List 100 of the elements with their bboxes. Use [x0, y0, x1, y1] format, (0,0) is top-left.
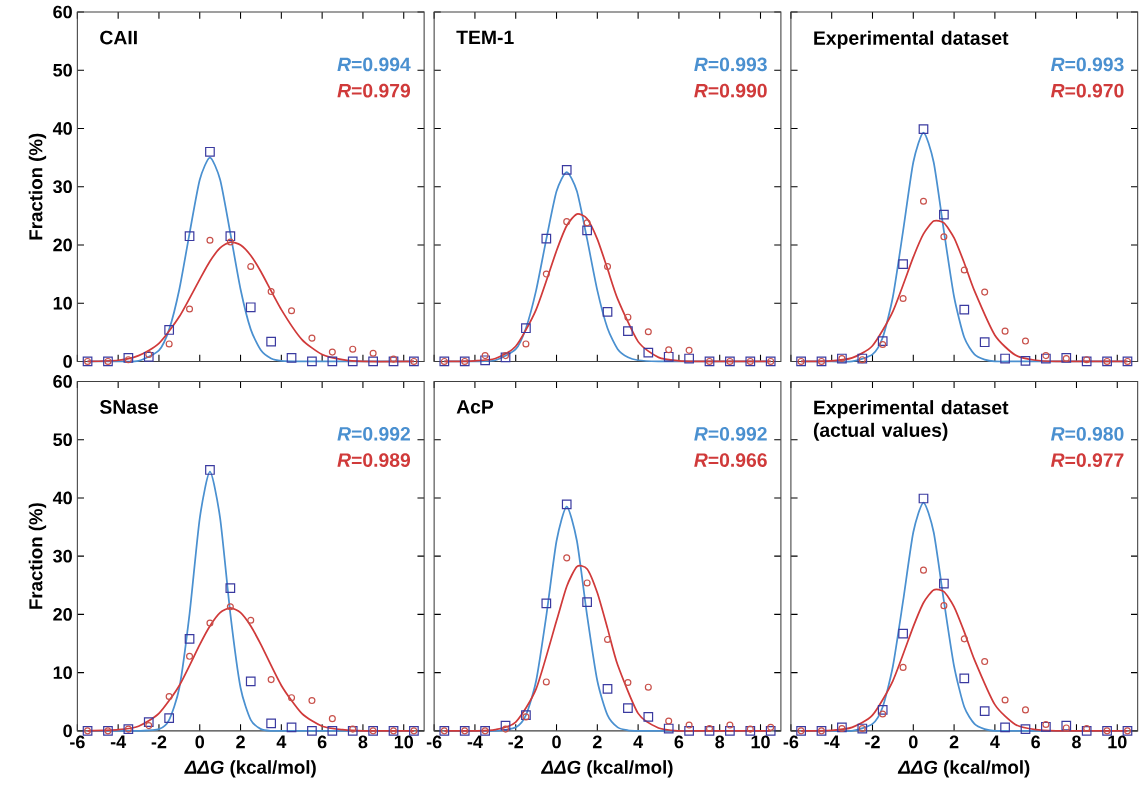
point: [643, 711, 654, 722]
point: [1001, 696, 1009, 704]
point: [563, 554, 571, 562]
point: [307, 725, 317, 736]
x-tick-label: -4: [110, 735, 127, 748]
point: [725, 725, 735, 736]
y-tick-label: 60: [53, 374, 72, 388]
point: [959, 673, 970, 684]
point: [899, 294, 907, 302]
x-tick-label: 4: [990, 735, 1000, 748]
point: [877, 336, 888, 346]
point: [206, 619, 214, 627]
y-tick-label: 30: [53, 180, 72, 193]
annotation: R=0.994: [337, 57, 411, 72]
point: [1041, 353, 1051, 364]
point: [685, 346, 693, 354]
point: [1021, 706, 1030, 714]
point: [918, 493, 929, 504]
point: [288, 307, 296, 315]
point: [145, 350, 153, 358]
point: [522, 340, 530, 348]
point: [308, 696, 316, 705]
text: TEM-1: [456, 30, 514, 44]
point: [919, 197, 928, 205]
y-tick-label: 10: [53, 666, 72, 679]
x-tick-label: 4: [276, 735, 287, 748]
point: [205, 146, 215, 157]
point: [899, 663, 907, 671]
point: [245, 302, 256, 313]
x-tick-label: 8: [1072, 735, 1081, 749]
point: [765, 725, 776, 736]
annotation: R=0.989: [337, 453, 411, 467]
annotation: R=0.992: [694, 426, 767, 441]
point: [1041, 721, 1051, 732]
point: [767, 723, 775, 731]
point: [307, 356, 317, 367]
point: [960, 266, 968, 274]
annotation: R=0.980: [1050, 426, 1124, 441]
text: Experimental dataset (actual values): [813, 400, 1009, 441]
point: [602, 306, 613, 317]
x-axis-title: ΔΔG (kcal/mol): [184, 760, 316, 778]
point: [327, 356, 338, 367]
x-axis-title: ΔΔG (kcal/mol): [897, 760, 1030, 778]
y-axis-title: Fraction (%): [28, 503, 47, 609]
x-tick-label: 2: [949, 735, 959, 749]
annotation: R=0.966: [694, 453, 767, 467]
x-tick-label: 0: [909, 735, 918, 749]
y-axis-title: Fraction (%): [28, 133, 47, 240]
point: [726, 721, 734, 729]
y-tick-label: 40: [52, 121, 72, 135]
point: [879, 710, 887, 718]
point: [226, 238, 234, 246]
point: [481, 351, 489, 360]
point: [184, 633, 195, 644]
point: [981, 288, 989, 296]
point: [143, 717, 154, 727]
annotation: R=0.990: [694, 83, 767, 98]
point: [541, 233, 552, 244]
x-tick-label: -2: [508, 735, 523, 749]
text: SNase: [99, 400, 158, 414]
annotation: R=0.977: [1050, 453, 1124, 467]
point: [624, 313, 632, 321]
point: [602, 683, 613, 694]
point: [164, 713, 175, 723]
point: [684, 725, 694, 736]
point: [347, 356, 358, 367]
point: [879, 340, 887, 348]
annotation: R=0.993: [1050, 57, 1124, 72]
point: [226, 603, 234, 611]
y-tick-label: 10: [53, 296, 72, 310]
y-tick-label: 60: [53, 5, 72, 19]
point: [877, 704, 888, 715]
point: [349, 345, 357, 353]
point: [1000, 353, 1010, 364]
point: [582, 597, 592, 607]
point: [247, 262, 255, 270]
point: [245, 676, 256, 687]
point: [1083, 724, 1091, 732]
y-tick-label: 20: [53, 607, 72, 621]
point: [165, 340, 173, 348]
point: [308, 334, 316, 342]
x-tick-label: 10: [751, 735, 770, 749]
point: [328, 348, 336, 356]
point: [123, 352, 134, 363]
line-series: [86, 241, 415, 363]
point: [266, 718, 277, 729]
point: [583, 219, 591, 227]
point: [368, 356, 378, 367]
point: [390, 355, 398, 363]
point: [480, 355, 490, 366]
point: [940, 602, 948, 610]
point: [940, 233, 948, 241]
text: Experimental dataset: [814, 30, 1009, 49]
x-tick-label: -6: [70, 735, 85, 749]
point: [266, 336, 277, 347]
point: [979, 337, 990, 347]
point: [563, 218, 571, 226]
x-tick-label: 8: [358, 735, 368, 749]
point: [1020, 724, 1031, 734]
point: [939, 209, 949, 220]
